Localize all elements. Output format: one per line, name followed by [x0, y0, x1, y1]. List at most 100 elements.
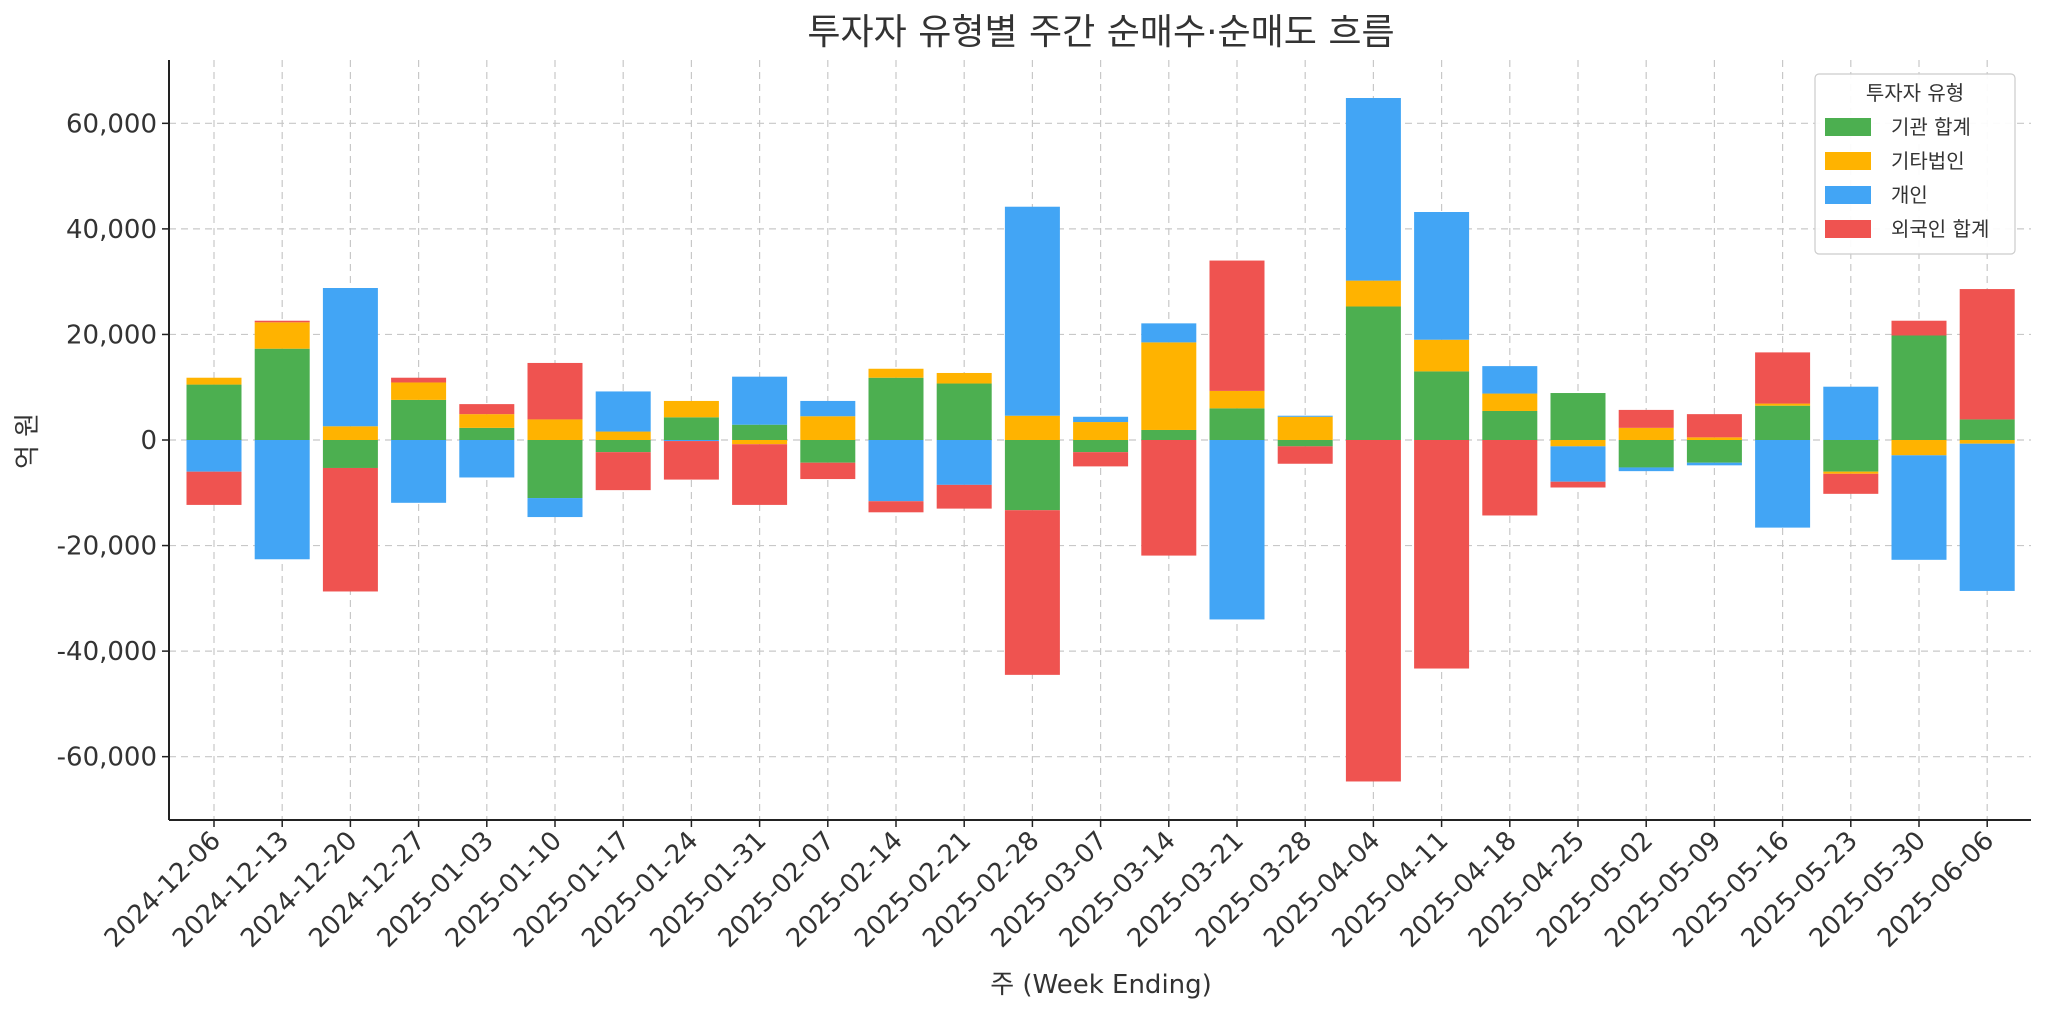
bar-segment-4-2025-02-21 — [936, 484, 992, 509]
bar-segment-1-2025-06-06 — [1959, 419, 2015, 440]
bar-segment-4-2025-03-28 — [1277, 446, 1333, 464]
bar-segment-1-2025-04-04 — [1345, 306, 1401, 440]
bar-segment-2-2024-12-06 — [186, 377, 242, 385]
y-tick-label: -40,000 — [57, 637, 157, 667]
bar-segment-3-2025-05-30 — [1891, 455, 1947, 560]
bar-segment-4-2025-01-31 — [732, 444, 788, 505]
bar-segment-3-2025-04-25 — [1550, 446, 1606, 482]
bar-segment-2-2025-01-03 — [459, 414, 515, 428]
bar-segment-1-2025-02-21 — [936, 383, 992, 440]
bar-segment-3-2025-05-16 — [1755, 440, 1811, 528]
bar-segment-3-2025-06-06 — [1959, 443, 2015, 591]
bar-segment-3-2025-02-21 — [936, 440, 992, 485]
bar-segment-4-2024-12-06 — [186, 471, 242, 505]
bar-segment-1-2025-05-30 — [1891, 335, 1947, 440]
bar-segment-4-2025-03-14 — [1141, 440, 1197, 556]
bar-segment-1-2025-02-14 — [868, 377, 924, 440]
x-tick-label: 2024-12-06 — [99, 826, 227, 954]
bar-segment-3-2025-05-02 — [1618, 467, 1674, 472]
bar-segment-3-2025-03-07 — [1073, 416, 1129, 423]
legend-label-4: 외국인 합계 — [1891, 217, 1989, 241]
bar-segment-4-2025-03-07 — [1073, 452, 1129, 467]
bar-segment-3-2024-12-20 — [322, 288, 378, 427]
bar-segment-3-2025-03-28 — [1277, 415, 1333, 417]
bar-segment-1-2025-05-23 — [1823, 440, 1879, 472]
bar-segment-3-2024-12-13 — [254, 440, 310, 560]
bar-segment-4-2025-02-14 — [868, 501, 924, 513]
bar-segment-1-2025-04-11 — [1414, 371, 1470, 440]
bar-segment-2-2025-01-17 — [595, 431, 651, 440]
bar-segment-4-2025-01-24 — [663, 441, 719, 480]
bar-segment-4-2025-05-30 — [1891, 320, 1947, 336]
bar-segment-2-2025-02-21 — [936, 372, 992, 384]
bar-segment-2-2025-06-06 — [1959, 440, 2015, 444]
y-axis-label: 억 원 — [13, 413, 43, 469]
bar-segment-3-2025-03-21 — [1209, 440, 1265, 620]
bar-segment-1-2025-05-16 — [1755, 405, 1811, 440]
y-tick-label: 40,000 — [66, 215, 157, 245]
bar-segment-2-2025-05-30 — [1891, 440, 1947, 456]
bar-segment-1-2025-03-21 — [1209, 408, 1265, 440]
bar-segment-4-2025-06-06 — [1959, 289, 2015, 420]
bars — [186, 98, 2015, 782]
bar-segment-2-2025-02-07 — [800, 416, 856, 440]
bar-segment-2-2025-05-16 — [1755, 403, 1811, 406]
legend-label-1: 기관 합계 — [1891, 115, 1971, 139]
x-ticks: 2024-12-062024-12-132024-12-202024-12-27… — [99, 820, 2000, 954]
bar-segment-3-2025-01-17 — [595, 391, 651, 432]
bar-segment-1-2025-02-28 — [1004, 440, 1060, 511]
bar-segment-4-2025-05-02 — [1618, 409, 1674, 428]
bar-segment-3-2024-12-27 — [391, 440, 447, 503]
chart-title: 투자자 유형별 주간 순매수·순매도 흐름 — [807, 12, 1394, 53]
bar-segment-1-2025-02-07 — [800, 440, 856, 463]
x-axis-label: 주 (Week Ending) — [990, 970, 1212, 1000]
bar-segment-4-2025-04-18 — [1482, 440, 1538, 516]
bar-segment-2-2025-03-28 — [1277, 416, 1333, 440]
legend-swatch-3 — [1825, 186, 1871, 204]
bar-segment-1-2025-01-10 — [527, 440, 583, 499]
bar-segment-2-2025-04-18 — [1482, 393, 1538, 411]
bar-segment-3-2025-01-24 — [663, 440, 719, 442]
bar-segment-4-2025-04-11 — [1414, 440, 1470, 669]
bar-segment-4-2025-05-16 — [1755, 352, 1811, 404]
legend-swatch-4 — [1825, 220, 1871, 238]
bar-segment-2-2025-01-10 — [527, 419, 583, 440]
bar-segment-1-2024-12-06 — [186, 384, 242, 440]
bar-segment-4-2025-01-17 — [595, 452, 651, 491]
bar-segment-2-2025-04-04 — [1345, 280, 1401, 307]
legend-label-2: 기타법인 — [1891, 149, 1965, 173]
bar-segment-3-2025-04-11 — [1414, 212, 1470, 340]
bar-segment-4-2025-05-23 — [1823, 473, 1879, 494]
bar-segment-1-2025-05-09 — [1686, 440, 1742, 463]
bar-segment-2-2024-12-27 — [391, 382, 447, 400]
legend-swatch-2 — [1825, 152, 1871, 170]
bar-segment-4-2024-12-13 — [254, 320, 310, 323]
bar-segment-4-2025-01-10 — [527, 362, 583, 420]
bar-segment-2-2025-01-31 — [732, 440, 788, 445]
legend-swatch-1 — [1825, 118, 1871, 136]
y-tick-label: -20,000 — [57, 532, 157, 562]
bar-segment-3-2025-02-07 — [800, 400, 856, 417]
bar-segment-1-2025-01-31 — [732, 424, 788, 440]
bar-segment-1-2024-12-27 — [391, 399, 447, 440]
bar-segment-4-2025-04-04 — [1345, 440, 1401, 782]
bar-segment-2-2025-05-23 — [1823, 471, 1879, 474]
bar-segment-1-2025-01-03 — [459, 427, 515, 440]
legend-title: 투자자 유형 — [1866, 81, 1964, 105]
bar-segment-1-2025-01-24 — [663, 417, 719, 440]
bar-segment-1-2025-03-14 — [1141, 429, 1197, 440]
bar-segment-3-2025-02-14 — [868, 440, 924, 502]
bar-segment-4-2025-03-21 — [1209, 260, 1265, 391]
y-ticks: -60,000 -40,000 -20,000 0 20,000 40,000 60,000 — [57, 109, 169, 773]
bar-segment-2-2025-02-28 — [1004, 415, 1060, 440]
bar-segment-3-2025-05-09 — [1686, 462, 1742, 466]
bar-segment-3-2025-01-10 — [527, 498, 583, 518]
bar-segment-2-2025-04-11 — [1414, 339, 1470, 372]
bar-segment-2-2025-04-25 — [1550, 440, 1606, 447]
bar-segment-2-2025-02-14 — [868, 368, 924, 378]
bar-segment-2-2025-03-21 — [1209, 390, 1265, 409]
bar-segment-2-2025-03-14 — [1141, 342, 1197, 430]
